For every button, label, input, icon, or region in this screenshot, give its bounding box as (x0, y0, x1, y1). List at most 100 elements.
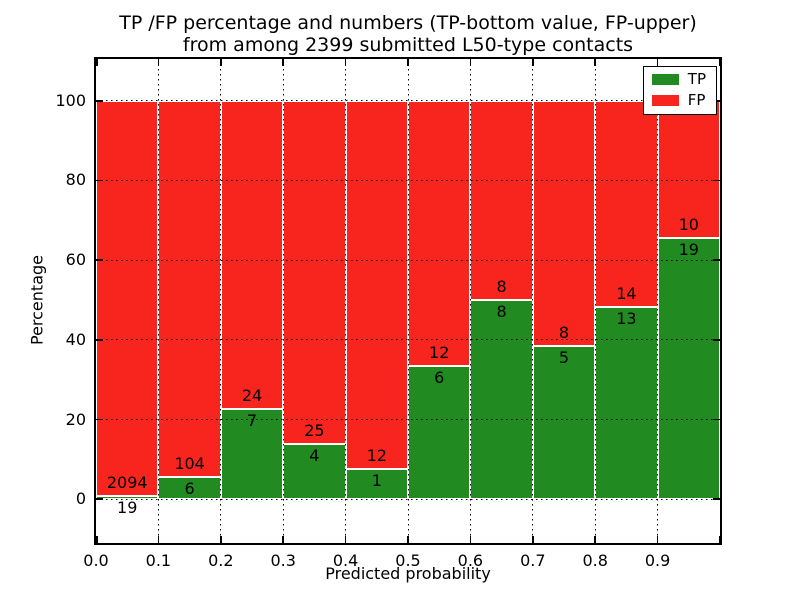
bar-label-tp: 4 (309, 446, 320, 466)
bar-label-tp: 6 (184, 479, 195, 499)
x-tick-mark (407, 59, 409, 66)
bar-label-tp: 19 (678, 240, 699, 260)
chart-title-line1: TP /FP percentage and numbers (TP-bottom… (119, 12, 697, 34)
bar-segment-tp (657, 238, 720, 500)
x-tick-label: 0.2 (208, 551, 234, 570)
y-tick-mark (96, 100, 103, 102)
bar-label-fp: 10 (678, 215, 699, 235)
y-tick-label: 0 (75, 489, 86, 509)
y-tick-mark (96, 418, 103, 421)
bar-label-fp: 14 (616, 284, 637, 304)
x-tick-label: 0.7 (520, 551, 546, 570)
bar-label-tp: 13 (616, 309, 637, 329)
y-tick-mark (713, 498, 720, 500)
bar-label-tp: 7 (246, 411, 258, 431)
x-tick-mark (656, 536, 659, 543)
bar-segment-tp (220, 409, 284, 500)
gridline-vertical (157, 59, 159, 543)
x-tick-mark (96, 59, 98, 66)
bar-segment-fp (532, 100, 596, 346)
x-tick-mark (718, 536, 720, 543)
gridline-vertical (345, 59, 347, 543)
bar-segment-fp (595, 100, 658, 308)
bar-segment-fp (158, 100, 221, 478)
fp-color-swatch (651, 95, 679, 106)
y-tick-label: 20 (65, 409, 86, 429)
bar-label-tp: 19 (117, 497, 138, 517)
x-tick-mark (344, 59, 347, 66)
bar-segment-fp (657, 100, 720, 239)
x-tick-label: 0.3 (270, 551, 296, 570)
x-tick-mark (718, 59, 720, 66)
bar-label-fp: 12 (429, 343, 450, 363)
chart-title-line2: from among 2399 submitted L50-type conta… (182, 34, 634, 56)
x-tick-mark (282, 536, 284, 543)
y-tick-mark (96, 259, 103, 261)
y-tick-mark (713, 339, 720, 341)
x-tick-label: 0.0 (83, 551, 109, 570)
bar-segment-tp (158, 477, 221, 500)
y-tick-mark (96, 179, 103, 182)
bar-label-tp: 1 (371, 470, 382, 490)
bar-label-tp: 5 (558, 347, 570, 367)
legend-entry-tp: TP (651, 70, 706, 88)
bar-segment-tp (283, 444, 346, 500)
x-axis-label: Predicted probability (325, 564, 491, 583)
gridline-vertical (532, 59, 534, 543)
bar-segment-tp (532, 345, 596, 500)
x-tick-label: 0.8 (582, 551, 608, 570)
x-tick-mark (282, 59, 284, 66)
x-tick-mark (532, 59, 534, 66)
bar-label-fp: 12 (366, 445, 387, 465)
bar-segment-fp (345, 100, 408, 469)
x-tick-label: 0.4 (332, 551, 359, 570)
bar-label-tp: 8 (496, 302, 507, 321)
legend-label-fp: FP (687, 91, 706, 109)
bar-label-tp: 6 (434, 368, 445, 388)
y-tick-label: 80 (65, 170, 86, 190)
bar-label-fp: 25 (304, 421, 325, 441)
x-tick-label: 0.6 (457, 551, 484, 570)
bar-label-fp: 24 (241, 386, 263, 406)
tp-color-swatch (651, 74, 679, 85)
x-tick-mark (220, 536, 222, 543)
bar-segment-tp (408, 366, 471, 500)
bar-segment-tp (595, 307, 658, 500)
gridline-vertical (220, 59, 222, 543)
gridline-vertical (469, 59, 471, 543)
gridline-vertical (657, 59, 659, 543)
x-tick-label: 0.9 (644, 551, 671, 570)
legend-label-tp: TP (687, 70, 706, 88)
y-tick-mark (96, 498, 103, 500)
y-tick-mark (713, 259, 720, 261)
y-tick-mark (713, 418, 720, 421)
x-tick-mark (594, 536, 596, 543)
bar-segment-fp (470, 100, 533, 300)
x-tick-mark (157, 536, 160, 543)
y-tick-mark (713, 179, 720, 182)
x-tick-mark (157, 59, 160, 66)
x-tick-mark (96, 536, 98, 543)
x-tick-label: 0.5 (395, 551, 421, 570)
bar-segment-tp (470, 300, 533, 500)
bar-label-fp: 8 (558, 322, 570, 342)
bar-label-fp: 2094 (106, 472, 148, 492)
bar-segment-tp (345, 468, 408, 500)
gridline-vertical (407, 59, 409, 543)
legend: TP FP (642, 66, 717, 115)
x-tick-mark (656, 59, 659, 66)
bar-segment-fp (96, 100, 159, 496)
x-tick-mark (532, 536, 534, 543)
bar-segment-fp (220, 100, 284, 410)
bar-segment-fp (408, 100, 471, 367)
y-tick-label: 60 (65, 250, 86, 270)
x-tick-mark (469, 536, 472, 543)
bar-label-fp: 8 (496, 277, 507, 296)
x-tick-mark (344, 536, 347, 543)
x-tick-mark (220, 59, 222, 66)
x-tick-label: 0.1 (145, 551, 172, 570)
legend-entry-fp: FP (651, 91, 706, 109)
x-tick-mark (469, 59, 472, 66)
gridline-vertical (282, 59, 284, 543)
